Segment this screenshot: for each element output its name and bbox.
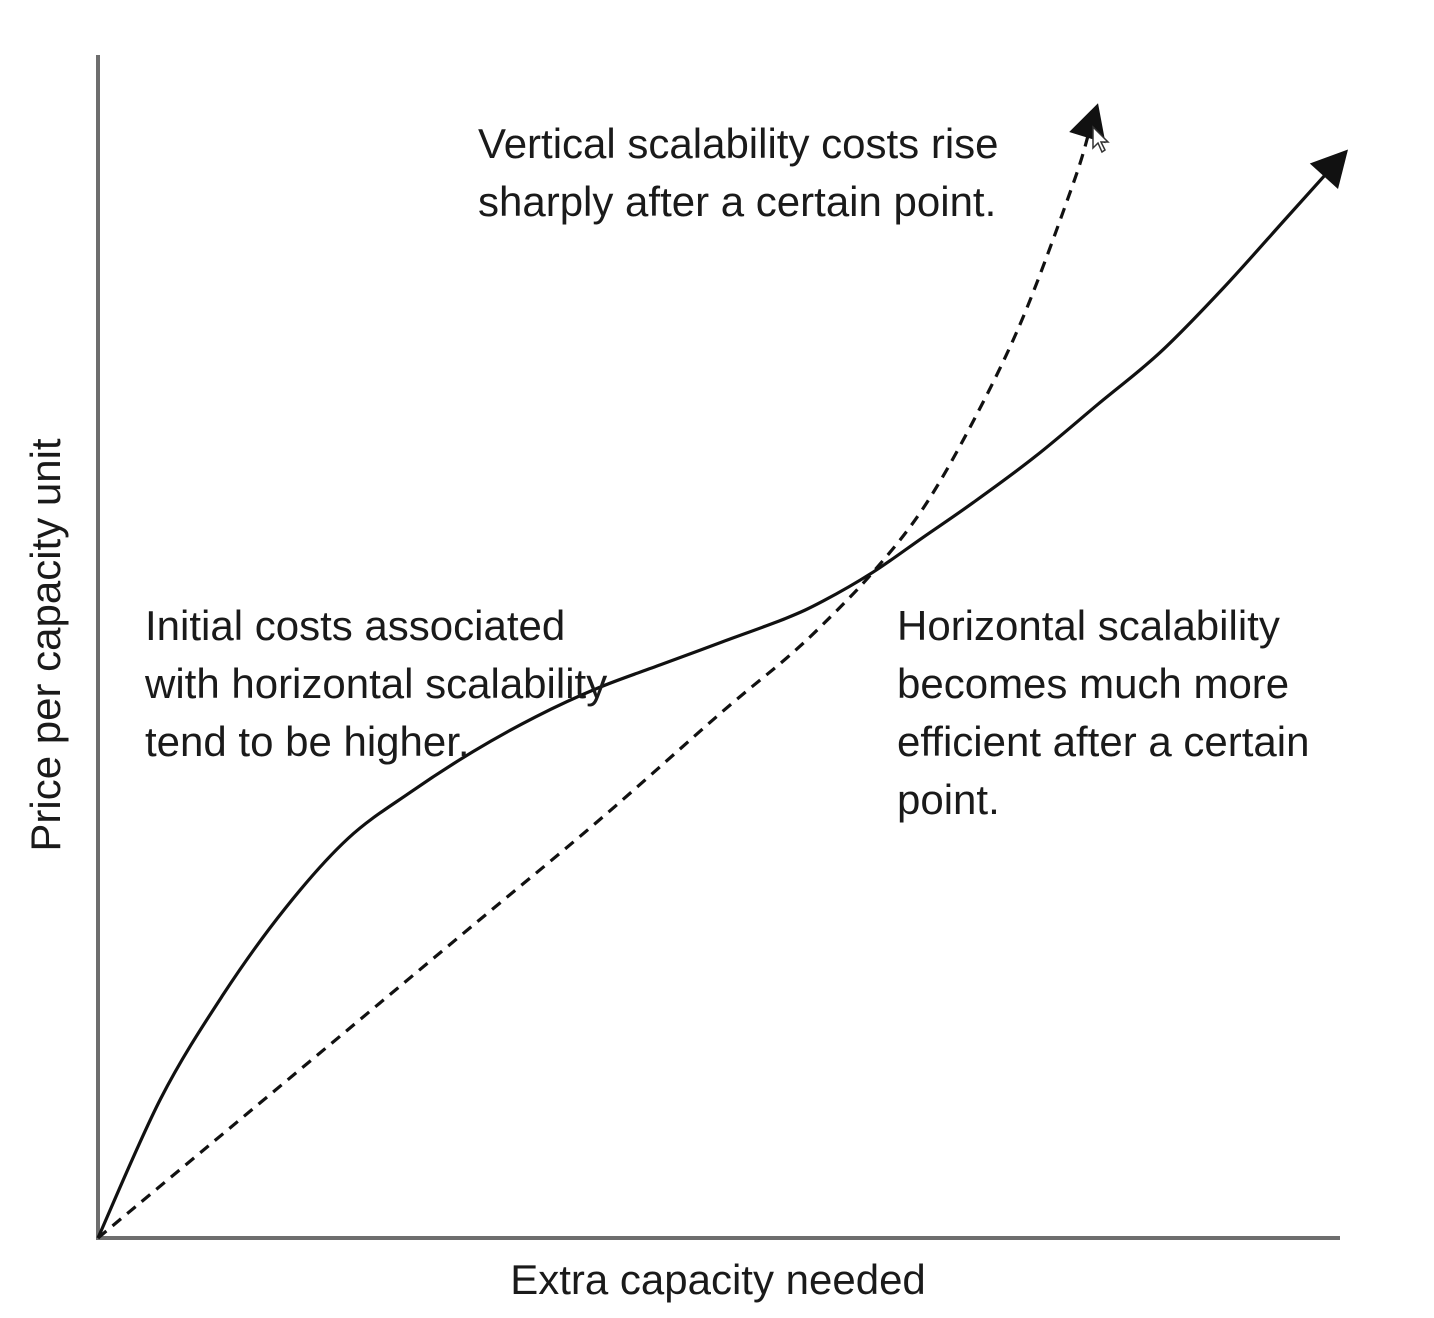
annotation-line: Horizontal scalability xyxy=(897,602,1280,649)
annotation-horizontal-efficiency: Horizontal scalability becomes much more… xyxy=(897,602,1309,823)
y-axis-label: Price per capacity unit xyxy=(22,438,69,852)
x-axis-label: Extra capacity needed xyxy=(510,1256,926,1303)
horizontal-curve-arrowhead xyxy=(1309,149,1348,189)
horizontal-scalability-curve xyxy=(96,172,1328,1239)
annotation-initial-costs: Initial costs associated with horizontal… xyxy=(144,602,607,765)
annotation-line: Initial costs associated xyxy=(145,602,565,649)
annotation-line: point. xyxy=(897,776,1000,823)
annotation-line: becomes much more xyxy=(897,660,1289,707)
annotation-line: Vertical scalability costs rise xyxy=(478,120,999,167)
annotation-line: efficient after a certain xyxy=(897,718,1309,765)
annotation-line: with horizontal scalability xyxy=(144,660,607,707)
annotation-line: sharply after a certain point. xyxy=(478,178,996,225)
mouse-pointer-icon xyxy=(1092,125,1110,154)
annotation-vertical-scalability: Vertical scalability costs rise sharply … xyxy=(478,120,999,225)
annotation-line: tend to be higher. xyxy=(145,718,470,765)
vertical-scalability-curve xyxy=(96,133,1091,1240)
